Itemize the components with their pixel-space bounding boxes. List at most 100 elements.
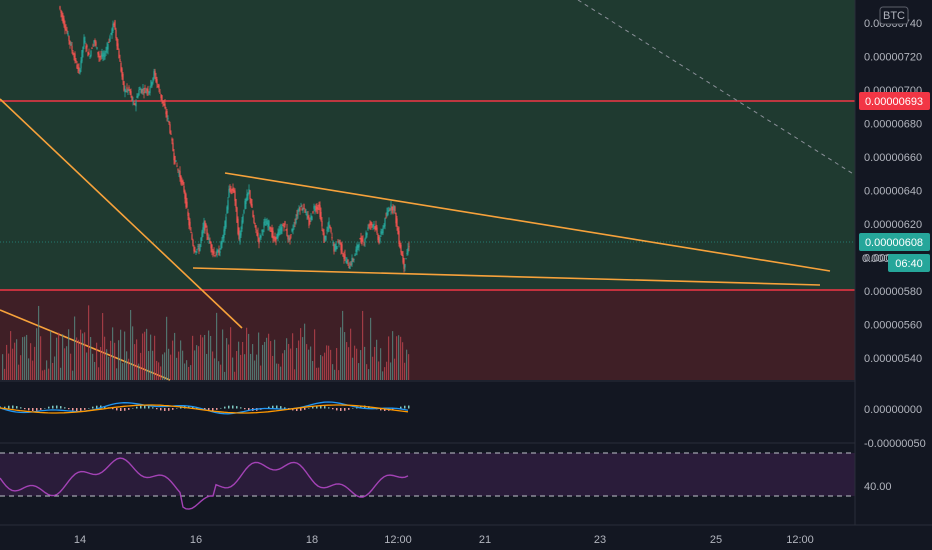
macd-histogram-bar: [84, 408, 86, 410]
candle-body: [187, 211, 189, 216]
price-tick-label: 0.00000680: [864, 119, 922, 131]
volume-bar: [76, 337, 78, 380]
candle-body: [249, 190, 251, 200]
volume-bar: [252, 344, 254, 380]
volume-bar: [194, 350, 196, 380]
candle-body: [254, 223, 256, 225]
macd-histogram-bar: [284, 407, 286, 409]
volume-bar: [212, 351, 214, 380]
candle-body: [379, 238, 381, 242]
volume-bar: [22, 337, 24, 380]
triangle-top-line: [224, 172, 831, 272]
candle-body: [271, 228, 273, 238]
macd-histogram-bar: [232, 405, 234, 409]
volume-bar: [40, 336, 42, 380]
volume-bar: [368, 369, 370, 380]
candle-body: [200, 238, 202, 244]
candle-body: [348, 266, 350, 269]
macd-histogram-bar: [36, 408, 38, 411]
candle-body: [360, 237, 362, 242]
time-tick-label: 12:00: [786, 534, 814, 546]
macd-histogram-bar: [224, 406, 226, 409]
candle-body: [406, 252, 408, 255]
candle-body: [210, 241, 212, 249]
candle-body: [319, 205, 321, 218]
macd-histogram-bar: [64, 407, 66, 409]
candle-body: [153, 71, 155, 78]
macd-histogram-bar: [4, 406, 6, 409]
candle-body: [356, 244, 358, 252]
volume-bar: [346, 342, 348, 380]
candle-body: [190, 232, 192, 234]
candle-body: [155, 76, 157, 82]
candle-body: [177, 168, 179, 171]
candle-body: [255, 225, 257, 231]
candle-body: [116, 37, 118, 47]
candle-body: [91, 47, 93, 49]
candle-body: [161, 95, 163, 102]
candle-body: [207, 236, 209, 240]
candle-body: [361, 237, 363, 245]
macd-histogram-bar: [348, 408, 350, 410]
volume-bar: [152, 350, 154, 380]
macd-histogram-bar: [116, 408, 118, 411]
candle-body: [86, 45, 88, 48]
volume-bar: [6, 344, 8, 380]
macd-histogram-bar: [72, 408, 74, 411]
volume-bar: [214, 358, 216, 380]
volume-bar: [350, 328, 352, 380]
candle-body: [381, 232, 383, 234]
candle-body: [185, 194, 187, 208]
macd-histogram-bar: [236, 406, 238, 409]
macd-histogram-bar: [216, 408, 218, 410]
countdown-tag: [888, 254, 930, 272]
volume-bar: [30, 343, 32, 380]
volume-bar: [338, 370, 340, 380]
macd-histogram-bar: [248, 408, 250, 411]
time-axis[interactable]: [0, 525, 932, 550]
candle-body: [123, 81, 125, 91]
candle-body: [350, 263, 352, 265]
candle-body: [121, 68, 123, 77]
macd-histogram-bar: [152, 407, 154, 409]
candle-body: [171, 138, 173, 141]
candle-body: [280, 227, 282, 234]
candle-body: [173, 152, 175, 161]
volume-bar: [382, 371, 384, 380]
macd-histogram-bar: [24, 408, 26, 410]
volume-bar: [292, 333, 294, 380]
volume-bar: [200, 334, 202, 380]
candle-body: [224, 221, 226, 232]
candle-body: [226, 206, 228, 214]
candle-body: [87, 52, 89, 57]
currency-badge[interactable]: [879, 6, 909, 25]
candle-body: [67, 33, 69, 36]
candle-body: [168, 121, 170, 123]
candle-body: [242, 215, 244, 223]
candle-body: [216, 250, 218, 256]
volume-bar: [386, 361, 388, 380]
volume-bar: [344, 332, 346, 380]
candle-body: [260, 235, 262, 238]
candle-body: [62, 15, 64, 23]
volume-bar: [270, 341, 272, 380]
macd-histogram-bar: [140, 405, 142, 409]
candle-body: [267, 223, 269, 228]
volume-bars: [2, 305, 410, 380]
candle-body: [330, 227, 332, 232]
candle-body: [112, 23, 114, 32]
macd-histogram-bar: [332, 408, 334, 410]
volume-bar: [232, 357, 234, 380]
candle-body: [220, 241, 222, 249]
candle-body: [339, 240, 341, 244]
macd-histogram-bar: [60, 406, 62, 409]
candle-body: [362, 239, 364, 241]
candle-body: [308, 219, 310, 226]
candle-body: [117, 43, 119, 50]
candle-body: [222, 235, 224, 239]
price-tick-label: 0.00000620: [864, 219, 922, 231]
candle-body: [245, 199, 247, 205]
candle-body: [143, 92, 145, 94]
candle-body: [402, 254, 404, 263]
